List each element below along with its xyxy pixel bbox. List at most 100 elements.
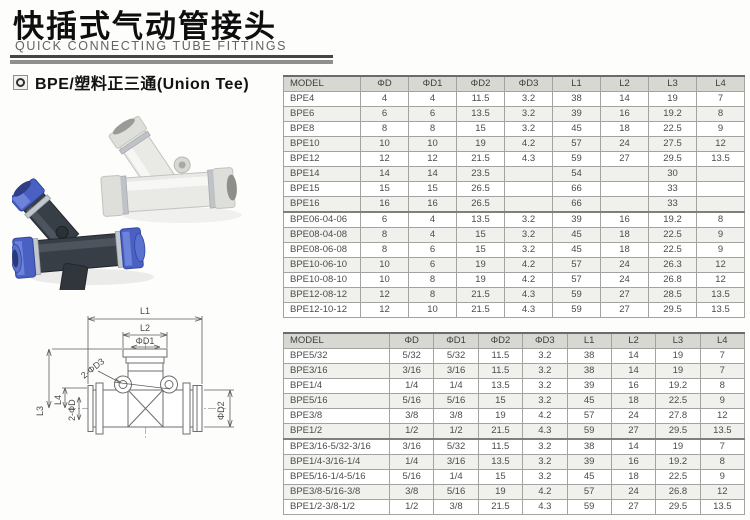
value-cell: 10 [360, 136, 409, 152]
value-cell: 3/8 [388, 408, 435, 424]
value-cell: 8 [699, 454, 746, 470]
value-cell: 12 [696, 136, 745, 152]
value-cell: 39 [552, 106, 601, 122]
value-cell: 15 [477, 393, 524, 409]
table-row: BPE8 8 8 15 3.2 45 18 22.5 9 [283, 121, 745, 137]
value-cell: 45 [552, 227, 601, 243]
value-cell: 13.5 [477, 378, 524, 394]
value-cell: 12 [696, 272, 745, 288]
value-cell: 5/16 [388, 393, 435, 409]
value-cell [600, 166, 649, 182]
column-header: L1 [566, 332, 612, 349]
value-cell: 16 [600, 211, 649, 228]
value-cell: 3.2 [504, 242, 553, 258]
header-row: MODEL ΦD ΦD1 ΦD2 ΦD3 L1 L2 L3 L4 [283, 332, 746, 349]
value-cell: 38 [566, 438, 612, 455]
model-cell: BPE08-06-08 [283, 242, 361, 258]
value-cell: 15 [477, 469, 524, 485]
value-cell: 45 [552, 121, 601, 137]
value-cell: 6 [360, 106, 409, 122]
value-cell [600, 196, 649, 213]
model-cell: BPE5/16 [283, 393, 390, 409]
table-row: BPE15 15 15 26.5 66 33 [283, 181, 745, 197]
value-cell: 9 [699, 469, 746, 485]
header-rule [10, 55, 333, 60]
value-cell: 6 [408, 257, 457, 273]
value-cell: 21.5 [456, 302, 505, 318]
tee-fitting-dark [12, 178, 146, 290]
dim-label-l4: L4 [53, 395, 63, 405]
column-header: L3 [648, 75, 697, 92]
dim-label-d3: 2-ΦD3 [79, 356, 106, 380]
value-cell: 45 [552, 242, 601, 258]
value-cell: 22.5 [655, 393, 701, 409]
value-cell: 19.2 [655, 378, 701, 394]
value-cell: 9 [699, 393, 746, 409]
value-cell: 6 [408, 242, 457, 258]
value-cell: 8 [408, 287, 457, 303]
value-cell [504, 196, 553, 213]
value-cell: 27 [610, 499, 657, 515]
table-row: BPE10 10 10 19 4.2 57 24 27.5 12 [283, 136, 745, 152]
column-header: L1 [552, 75, 601, 92]
value-cell: 4.2 [522, 408, 568, 424]
value-cell: 7 [699, 363, 746, 379]
value-cell: 1/4 [433, 469, 479, 485]
model-cell: BPE10 [283, 136, 361, 152]
model-cell: BPE1/4 [283, 378, 390, 394]
dim-label-l2: L2 [140, 323, 150, 333]
value-cell: 3/16 [388, 438, 435, 455]
value-cell: 16 [360, 196, 409, 213]
value-cell: 18 [600, 227, 649, 243]
value-cell: 3.2 [522, 454, 568, 470]
column-header: ΦD3 [522, 332, 568, 349]
table-row: BPE16 16 16 26.5 66 33 [283, 196, 745, 213]
value-cell: 66 [552, 181, 601, 197]
value-cell: 19 [456, 272, 505, 288]
column-header: MODEL [283, 332, 390, 349]
value-cell: 8 [699, 378, 746, 394]
table-row: BPE08-04-08 8 4 15 3.2 45 18 22.5 9 [283, 227, 745, 243]
model-cell: BPE12-08-12 [283, 287, 361, 303]
value-cell: 24 [600, 257, 649, 273]
value-cell: 27 [600, 302, 649, 318]
table-row: BPE12-10-12 12 10 21.5 4.3 59 27 29.5 13.5 [283, 302, 745, 318]
value-cell: 7 [699, 348, 746, 364]
value-cell: 19.2 [648, 211, 697, 228]
value-cell: 15 [408, 181, 457, 197]
value-cell: 13.5 [696, 287, 745, 303]
value-cell: 10 [408, 302, 457, 318]
model-cell: BPE12 [283, 151, 361, 167]
value-cell: 29.5 [655, 499, 701, 515]
header-row: MODEL ΦD ΦD1 ΦD2 ΦD3 L1 L2 L3 L4 [283, 75, 745, 92]
value-cell: 24 [600, 136, 649, 152]
value-cell: 13.5 [696, 151, 745, 167]
column-header: ΦD3 [504, 75, 553, 92]
value-cell: 59 [552, 302, 601, 318]
value-cell: 5/32 [433, 438, 479, 455]
column-header: ΦD2 [456, 75, 505, 92]
value-cell: 26.5 [456, 181, 505, 197]
value-cell: 16 [610, 378, 657, 394]
column-header: MODEL [283, 75, 361, 92]
value-cell: 24 [610, 408, 657, 424]
table-row: BPE5/16 5/16 5/16 15 3.2 45 18 22.5 9 [283, 393, 746, 409]
value-cell: 45 [566, 469, 612, 485]
value-cell [696, 181, 745, 197]
value-cell: 22.5 [655, 469, 701, 485]
value-cell: 59 [552, 151, 601, 167]
value-cell: 8 [696, 106, 745, 122]
column-header: L4 [699, 332, 746, 349]
value-cell: 19 [655, 438, 701, 455]
model-cell: BPE16 [283, 196, 361, 213]
value-cell: 8 [408, 121, 457, 137]
value-cell: 38 [566, 363, 612, 379]
model-cell: BPE06-04-06 [283, 211, 361, 228]
value-cell: 16 [408, 196, 457, 213]
value-cell: 14 [610, 438, 657, 455]
model-cell: BPE1/2-3/8-1/2 [283, 499, 390, 515]
value-cell: 4.3 [522, 499, 568, 515]
value-cell: 54 [552, 166, 601, 182]
value-cell: 26.8 [648, 272, 697, 288]
value-cell: 27.5 [648, 136, 697, 152]
